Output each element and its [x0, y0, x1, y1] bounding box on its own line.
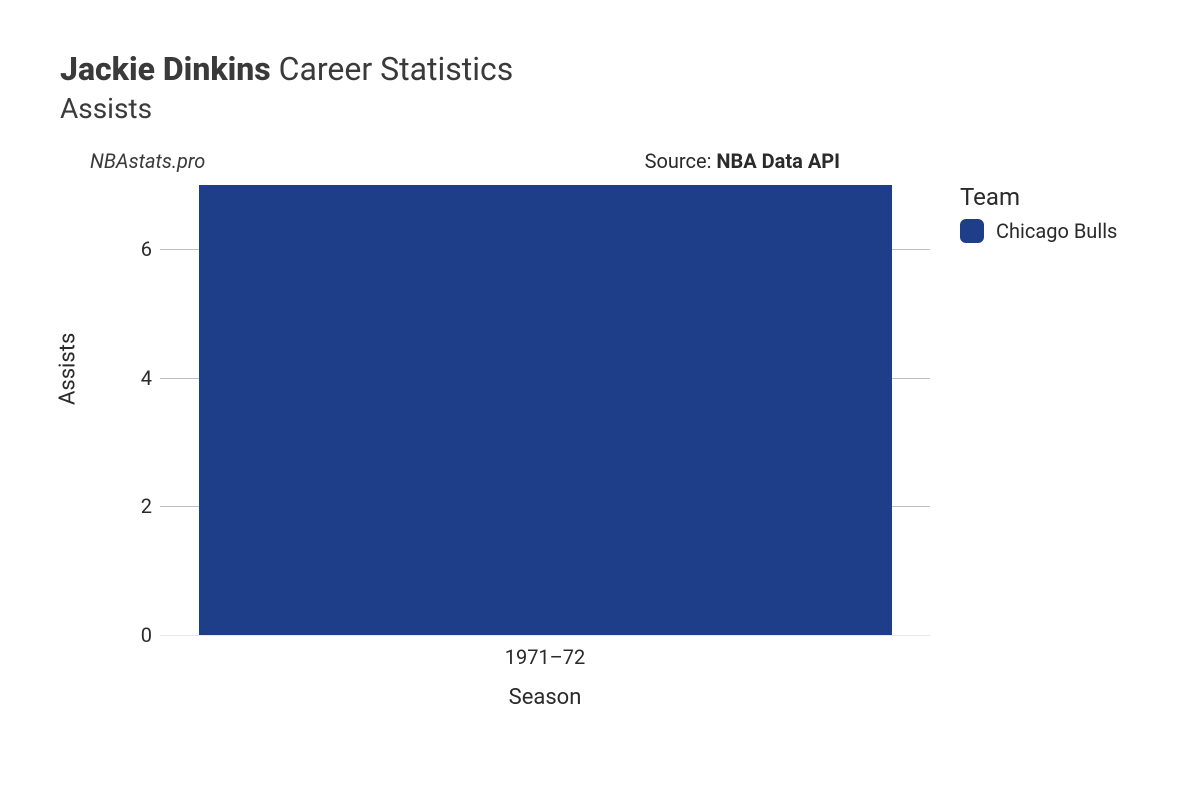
source-name: NBA Data API	[716, 149, 840, 173]
title-suffix: Career Statistics	[279, 50, 514, 88]
attribution-row: NBAstats.pro Source: NBA Data API	[60, 143, 1140, 173]
y-tick-label: 4	[141, 366, 152, 390]
legend-item: Chicago Bulls	[960, 219, 1117, 243]
y-tick-label: 2	[141, 494, 152, 518]
legend: Team Chicago Bulls	[960, 183, 1117, 249]
x-axis-label: Season	[160, 685, 930, 710]
title-player-name: Jackie Dinkins	[60, 50, 271, 88]
y-axis-label: Assists	[56, 333, 81, 405]
y-tick-label: 0	[141, 623, 152, 647]
legend-label: Chicago Bulls	[996, 219, 1117, 243]
chart-subtitle: Assists	[60, 92, 1140, 125]
bar	[199, 185, 892, 635]
legend-items: Chicago Bulls	[960, 219, 1117, 243]
x-tick-label: 1971–72	[505, 645, 586, 669]
legend-title: Team	[960, 183, 1117, 211]
chart-title: Jackie Dinkins Career Statistics	[60, 50, 1140, 88]
y-tick-label: 6	[141, 237, 152, 261]
legend-swatch	[960, 219, 984, 243]
watermark-text: NBAstats.pro	[90, 149, 205, 173]
chart-zone: Assists 02461971–72 Season Team Chicago …	[60, 175, 1140, 735]
source-text: Source: NBA Data API	[645, 149, 840, 173]
gridline	[160, 635, 930, 636]
plot-area: 02461971–72	[160, 185, 930, 635]
page-root: Jackie Dinkins Career Statistics Assists…	[0, 0, 1200, 800]
source-prefix: Source:	[645, 149, 717, 173]
